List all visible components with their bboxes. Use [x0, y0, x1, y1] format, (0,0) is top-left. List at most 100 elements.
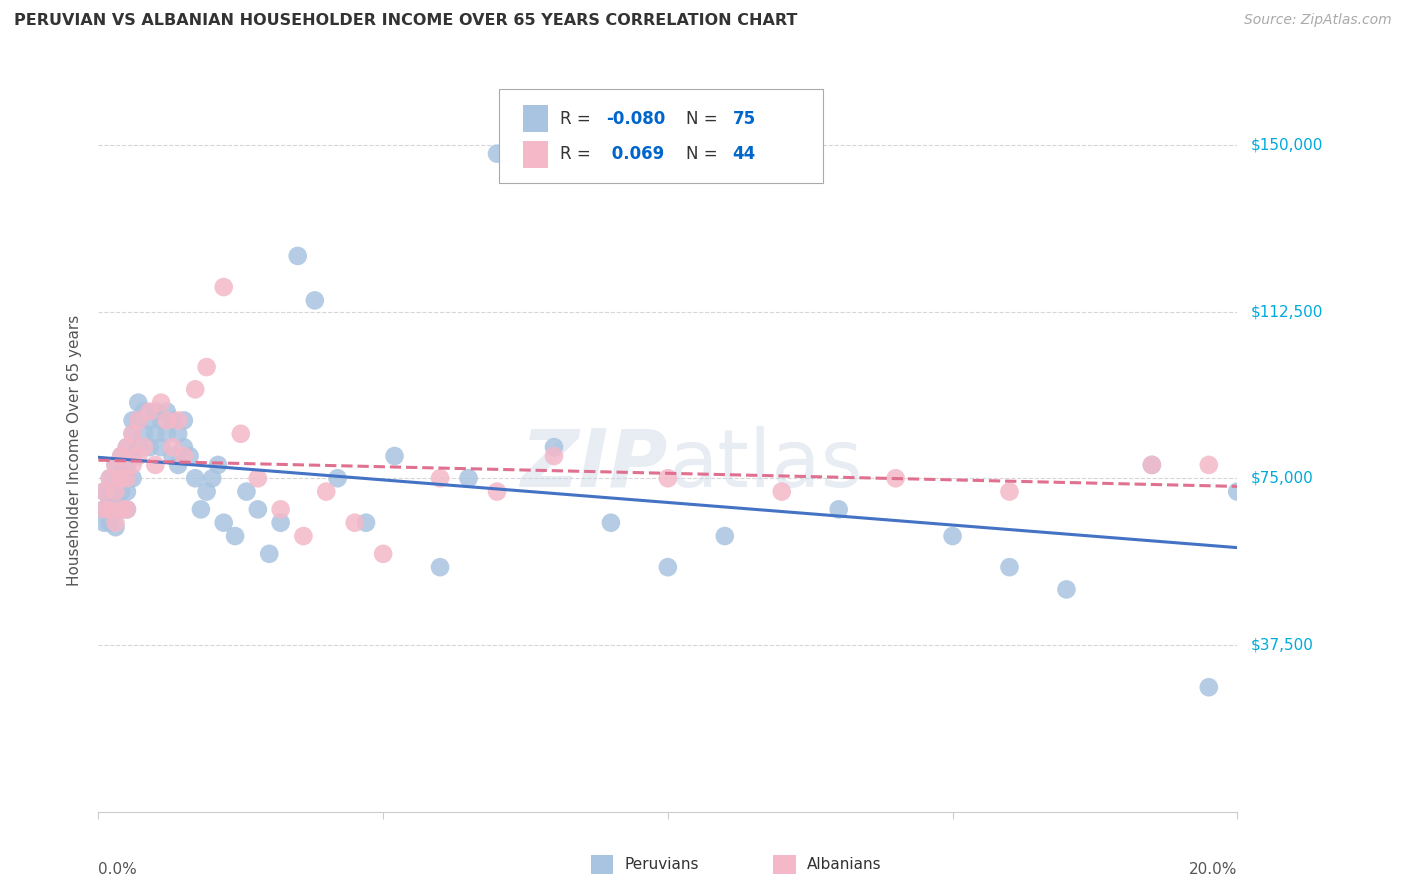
- Point: [93, 516, 115, 530]
- Point: [354, 516, 377, 530]
- Point: [1198, 458, 1220, 472]
- Point: [110, 502, 132, 516]
- Point: [714, 529, 737, 543]
- Text: 44: 44: [733, 145, 756, 163]
- Point: [93, 484, 115, 499]
- Point: [127, 395, 149, 409]
- Point: [1198, 680, 1220, 694]
- Point: [150, 413, 173, 427]
- Point: [184, 471, 207, 485]
- Point: [942, 529, 965, 543]
- Point: [104, 458, 127, 472]
- Point: [373, 547, 395, 561]
- Point: [246, 471, 269, 485]
- Point: [384, 449, 406, 463]
- Point: [884, 471, 907, 485]
- Point: [429, 471, 451, 485]
- Point: [104, 502, 127, 516]
- Point: [229, 426, 252, 441]
- Point: [145, 458, 167, 472]
- Point: [207, 458, 229, 472]
- Point: [110, 467, 132, 481]
- Point: [104, 493, 127, 508]
- Point: [998, 560, 1021, 574]
- Point: [167, 458, 190, 472]
- Point: [127, 413, 149, 427]
- Point: [162, 440, 184, 454]
- Point: [1226, 484, 1249, 499]
- Point: [104, 516, 127, 530]
- Point: [156, 426, 179, 441]
- Point: [115, 502, 138, 516]
- Point: [224, 529, 246, 543]
- Point: [162, 413, 184, 427]
- Point: [121, 471, 143, 485]
- Point: [1140, 458, 1163, 472]
- Point: [212, 516, 235, 530]
- Point: [1056, 582, 1078, 597]
- Point: [270, 516, 292, 530]
- Point: [138, 413, 160, 427]
- Point: [304, 293, 326, 308]
- Point: [121, 426, 143, 441]
- Point: [543, 440, 565, 454]
- Point: [457, 471, 479, 485]
- Point: [657, 471, 679, 485]
- Text: 75: 75: [733, 110, 755, 128]
- Point: [127, 449, 149, 463]
- Point: [98, 471, 121, 485]
- Point: [98, 484, 121, 499]
- Text: Peruvians: Peruvians: [624, 857, 699, 871]
- Point: [828, 502, 851, 516]
- Text: R =: R =: [560, 110, 596, 128]
- Point: [486, 484, 509, 499]
- Point: [543, 449, 565, 463]
- Point: [115, 484, 138, 499]
- Text: $37,500: $37,500: [1251, 638, 1315, 652]
- Point: [132, 404, 155, 418]
- Point: [179, 449, 201, 463]
- Point: [115, 440, 138, 454]
- Point: [770, 484, 793, 499]
- Point: [173, 440, 195, 454]
- Point: [167, 426, 190, 441]
- Point: [121, 426, 143, 441]
- Point: [98, 516, 121, 530]
- Point: [115, 471, 138, 485]
- Text: Source: ZipAtlas.com: Source: ZipAtlas.com: [1244, 13, 1392, 28]
- Point: [292, 529, 315, 543]
- Point: [104, 484, 127, 499]
- Point: [184, 382, 207, 396]
- Point: [127, 440, 149, 454]
- Point: [132, 426, 155, 441]
- Point: [195, 360, 218, 375]
- Point: [259, 547, 281, 561]
- Point: [115, 471, 138, 485]
- Point: [173, 449, 195, 463]
- Point: [156, 413, 179, 427]
- Point: [429, 560, 451, 574]
- Point: [150, 440, 173, 454]
- Point: [121, 458, 143, 472]
- Text: N =: N =: [686, 110, 723, 128]
- Point: [162, 449, 184, 463]
- Text: R =: R =: [560, 145, 596, 163]
- Point: [138, 404, 160, 418]
- Point: [115, 502, 138, 516]
- Point: [600, 516, 623, 530]
- Point: [190, 502, 212, 516]
- Point: [270, 502, 292, 516]
- Point: [212, 280, 235, 294]
- Point: [138, 440, 160, 454]
- Point: [173, 413, 195, 427]
- Point: [998, 484, 1021, 499]
- Text: $150,000: $150,000: [1251, 137, 1323, 153]
- Point: [110, 449, 132, 463]
- Text: N =: N =: [686, 145, 723, 163]
- Point: [121, 449, 143, 463]
- Point: [657, 560, 679, 574]
- Point: [104, 458, 127, 472]
- Point: [326, 471, 349, 485]
- Point: [110, 502, 132, 516]
- Point: [115, 440, 138, 454]
